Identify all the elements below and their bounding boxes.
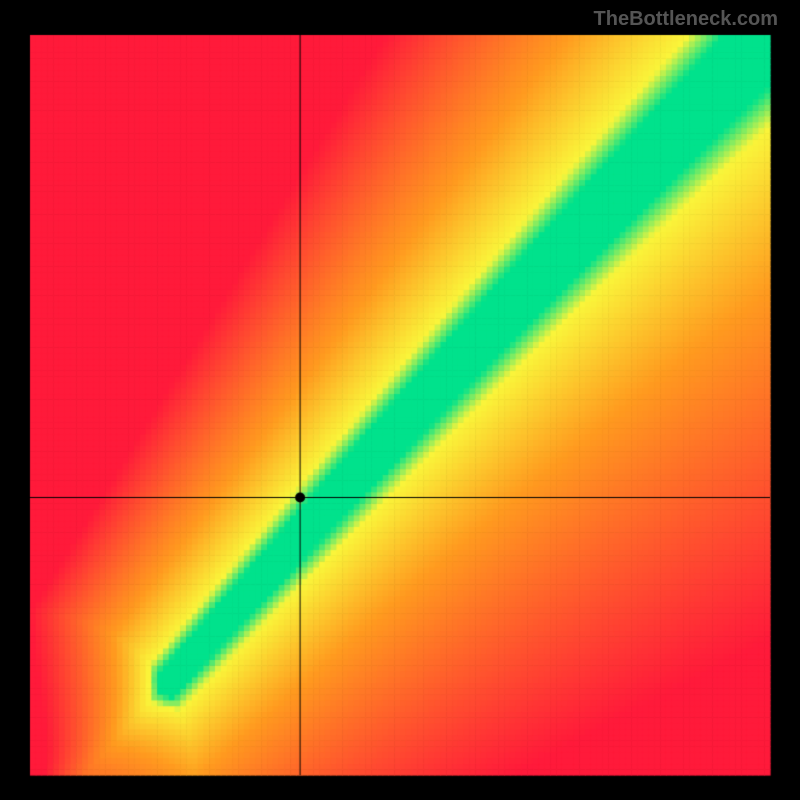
heatmap-canvas bbox=[0, 0, 800, 800]
chart-container: TheBottleneck.com bbox=[0, 0, 800, 800]
watermark-label: TheBottleneck.com bbox=[594, 8, 778, 31]
